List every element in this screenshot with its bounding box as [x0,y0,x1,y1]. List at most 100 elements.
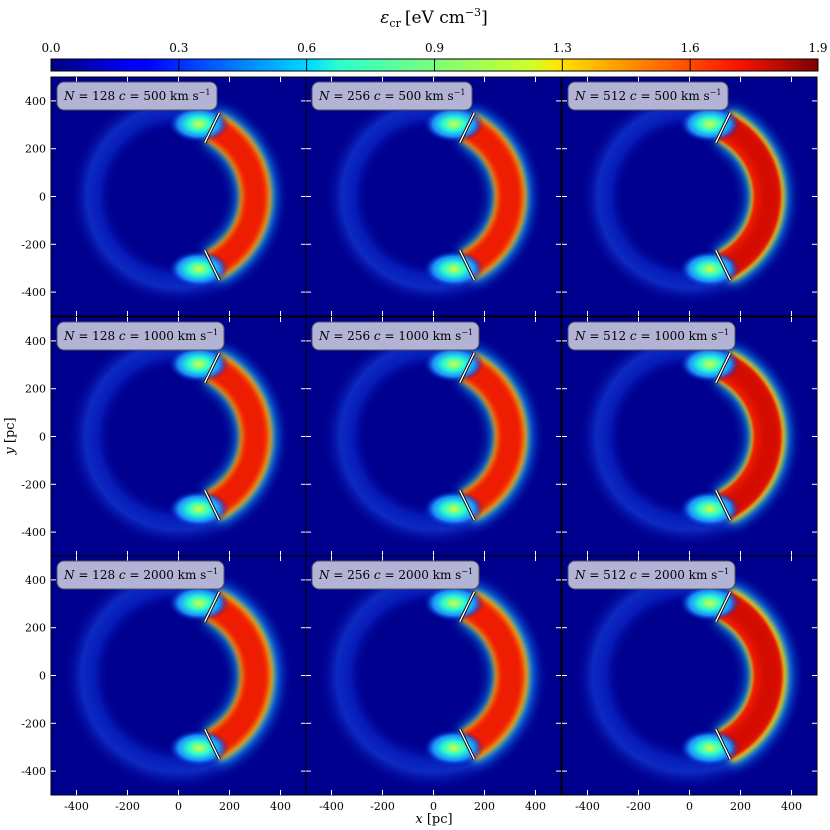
y-tick-label: -400 [21,286,46,299]
shell-core-dark [720,115,780,278]
x-axis-label: x [pc] [415,812,452,827]
panel-label: N = 128 c = 2000 km s−1 [63,567,218,582]
y-axis-label: y [pc] [3,417,18,455]
shell-cap [168,585,229,622]
shell-cap [423,250,484,287]
boundary-line [459,729,475,760]
shell-cap [423,346,484,383]
shell-cap [168,106,229,143]
boundary-line [715,729,731,760]
y-tick-label: -400 [21,765,46,778]
boundary-line [204,352,220,383]
boundary-line [715,591,731,622]
boundary-line [204,490,220,521]
boundary-line [715,490,731,521]
panel-label-box [567,321,736,351]
colorbar-tick-label: 1.3 [553,41,572,55]
panel: N = 128 c = 2000 km s−1 -400 -200 0 200 400 -4… [21,555,307,813]
x-tick-label: -200 [115,800,140,813]
colorbar: 0.0 0.3 0.6 0.9 1.3 1.6 1.9 [41,41,828,72]
panel-label-box [311,81,473,111]
shell-core [461,355,524,518]
shell-core [461,115,524,278]
boundary-line [459,112,475,143]
x-tick-label: 200 [219,800,240,813]
boundary-line [459,352,475,383]
x-tick-label: 400 [781,800,802,813]
shell-cap [423,106,484,143]
panel-label-box [567,81,729,111]
panel: N = 256 c = 500 km s−1 [305,76,562,317]
boundary-line [715,112,731,143]
x-tick-label: 0 [430,800,437,813]
colorbar-tick-label: 0.3 [169,41,188,55]
panel: N = 512 c = 500 km s−1 [561,76,818,317]
shell-core [461,593,525,758]
shell-cap [168,729,229,766]
x-tick-label: -400 [575,800,600,813]
panel-label: N = 512 c = 2000 km s−1 [574,567,729,582]
y-tick-label: 400 [25,95,46,108]
panel-label-box [311,321,480,351]
boundary-line [204,729,220,760]
y-tick-label: 200 [25,622,46,635]
shell-cap [168,490,229,527]
colorbar-tick-label: 1.9 [808,41,827,55]
panel-heatmap [306,77,561,316]
panel-heatmap [51,317,306,556]
panel-label-box [311,560,480,590]
y-tick-label: 400 [25,574,46,587]
panel-label: N = 256 c = 2000 km s−1 [318,567,473,582]
shell-cap [168,250,229,287]
shell-core-dark [720,592,782,759]
y-tick-label: 200 [25,143,46,156]
x-tick-label: -200 [370,800,395,813]
shell-core [206,115,269,278]
boundary-line [715,250,731,281]
x-tick-label: 400 [525,800,546,813]
panel: N = 128 c = 1000 km s−1 -400 -200 0 200 400 [21,316,307,557]
y-tick-label: 0 [39,191,46,204]
panel: N = 128 c = 500 km s−1 -400 -200 0 200 400 [21,76,307,317]
shell-cap [423,490,484,527]
shell-cap [679,729,740,766]
shell-cap [423,729,484,766]
x-tick-label: 400 [270,800,291,813]
panel-heatmap [562,77,817,316]
boundary-line [459,591,475,622]
colorbar-tick-label: 0.9 [425,41,444,55]
panel-heatmap [51,556,306,795]
y-tick-label: -200 [21,717,46,730]
panel-label: N = 512 c = 1000 km s−1 [574,328,729,343]
panel-heatmap [306,556,561,795]
boundary-line [204,112,220,143]
boundary-line [204,591,220,622]
panel-label: N = 128 c = 500 km s−1 [63,88,210,103]
panel-label-box [567,560,736,590]
x-tick-label: -200 [626,800,651,813]
panel-label: N = 512 c = 500 km s−1 [574,88,721,103]
boundary-line [715,352,731,383]
panel: N = 256 c = 1000 km s−1 [305,316,562,557]
y-tick-label: -200 [21,238,46,251]
panel-label: N = 256 c = 500 km s−1 [318,88,465,103]
y-tick-label: -200 [21,478,46,491]
panel-heatmap [306,317,561,556]
panel-label-box [56,81,218,111]
y-tick-label: 0 [39,431,46,444]
panel: N = 512 c = 1000 km s−1 [561,316,818,557]
x-tick-label: 0 [686,800,693,813]
panel: N = 512 c = 2000 km s−1 -400 -200 0 200 400 [561,555,818,813]
panel-label-box [56,560,225,590]
x-tick-label: 200 [474,800,495,813]
panel-label: N = 256 c = 1000 km s−1 [318,328,473,343]
y-tick-label: 0 [39,670,46,683]
colorbar-ticks: 0.0 0.3 0.6 0.9 1.3 1.6 1.9 [41,41,828,71]
y-tick-label: 400 [25,335,46,348]
shell-cap [679,106,740,143]
panel-label-box [56,321,225,351]
panel-heatmap [562,317,817,556]
shell-core [206,355,269,518]
shell-cap [679,490,740,527]
